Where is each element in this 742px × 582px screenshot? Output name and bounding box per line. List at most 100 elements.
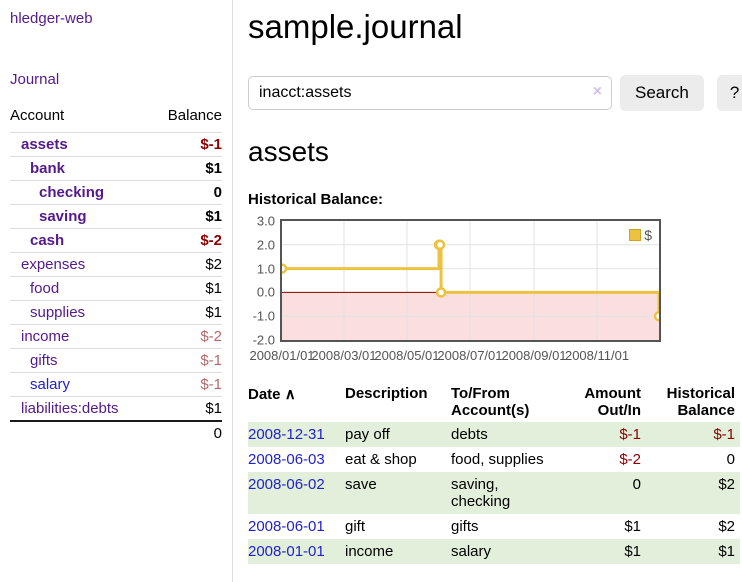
app-title-link[interactable]: hledger-web (10, 10, 93, 27)
sidebar: hledger-web Journal Account Balance asse… (0, 0, 233, 582)
chart-title: Historical Balance: (248, 191, 384, 208)
transaction-balance: $-1 (713, 426, 735, 443)
transaction-amount: 0 (632, 476, 641, 493)
transaction-amount: $-1 (619, 426, 641, 443)
chart-plot-area: $ (280, 219, 661, 342)
transaction-amount: $1 (624, 518, 641, 535)
date-link[interactable]: 2008-06-01 (248, 518, 325, 535)
historical-balance-chart: $ 3.0 2.0 1.0 0.0 -1.0 -2.0 2008/01/01 2008/03/… (248, 215, 688, 367)
account-link-income[interactable]: income (21, 328, 70, 345)
main-content: sample.journal × Search ? assets Histori… (233, 0, 742, 582)
register-row: 2008-06-02 save saving, checking 0 $2 (248, 472, 740, 514)
transaction-description: gift (345, 518, 366, 535)
transaction-balance: $2 (718, 476, 735, 493)
account-row: saving $1 (10, 204, 222, 229)
account-row: liabilities:debts $1 (10, 396, 222, 421)
transaction-date-link[interactable]: 2008-01-01 (248, 539, 345, 564)
sort-ascending-icon: ∧ (284, 386, 296, 403)
transaction-amount: $-2 (619, 451, 641, 468)
account-link-bank[interactable]: bank (30, 160, 66, 177)
account-link-food[interactable]: food (30, 280, 60, 297)
account-row: income $-2 (10, 324, 222, 349)
search-button[interactable]: Search (620, 75, 704, 111)
register-header-date[interactable]: Date ∧ (248, 386, 296, 403)
y-axis-tick-label: 2.0 (256, 237, 275, 253)
register-header-description: Description (345, 385, 428, 402)
transaction-accounts: saving, checking (451, 476, 511, 510)
x-axis-tick-label: 2008/07/01 (437, 348, 503, 363)
account-link-supplies[interactable]: supplies (30, 304, 86, 321)
clear-search-icon[interactable]: × (592, 83, 602, 100)
transaction-accounts: food, supplies (451, 451, 544, 468)
account-row: assets $-1 (10, 132, 222, 157)
account-link-checking[interactable]: checking (39, 184, 105, 201)
date-link[interactable]: 2008-01-01 (248, 543, 325, 560)
chart-legend: $ (627, 226, 654, 244)
account-balance: $1 (151, 300, 222, 325)
register-row: 2008-12-31 pay off debts $-1 $-1 (248, 422, 740, 447)
y-axis-tick-label: -1.0 (252, 308, 275, 324)
help-button[interactable]: ? (716, 75, 742, 111)
transaction-accounts: gifts (451, 518, 479, 535)
account-link-liabilities-debts[interactable]: liabilities:debts (21, 400, 119, 417)
account-balance: $1 (151, 156, 222, 181)
account-link-assets[interactable]: assets (21, 136, 68, 153)
account-balance: $2 (151, 252, 222, 277)
x-axis-tick-label: 2008/03/01 (311, 348, 377, 363)
legend-swatch-icon (629, 229, 642, 241)
register-row: 2008-06-01 gift gifts $1 $2 (248, 514, 740, 539)
account-row: food $1 (10, 276, 222, 301)
x-axis-tick-label: 2008/01/01 (249, 348, 315, 363)
search-row: × Search ? (248, 75, 742, 111)
transaction-description: income (345, 543, 394, 560)
account-balance: $-1 (151, 348, 222, 373)
transaction-description: save (345, 476, 377, 493)
account-rows: assets $-1 bank $1 checking 0 saving $1 cash $-2 e… (10, 132, 222, 421)
register-table: Date ∧ Description To/From Account(s) Am… (248, 382, 740, 564)
transaction-description: pay off (345, 426, 390, 443)
transaction-balance: 0 (726, 451, 735, 468)
date-link[interactable]: 2008-06-02 (248, 476, 325, 493)
account-balance: $1 (151, 396, 222, 421)
transaction-date-link[interactable]: 2008-06-01 (248, 514, 345, 539)
account-balance: $1 (151, 204, 222, 229)
account-balance: $-2 (151, 228, 222, 253)
register-header-amount: Amount Out/In (584, 385, 641, 419)
account-link-expenses[interactable]: expenses (21, 256, 86, 273)
sidebar-item-journal[interactable]: Journal (10, 71, 60, 88)
account-balance: $1 (151, 276, 222, 301)
account-balance: $-1 (151, 372, 222, 397)
account-row: bank $1 (10, 156, 222, 181)
account-link-gifts[interactable]: gifts (30, 352, 58, 369)
account-link-salary[interactable]: salary (30, 376, 71, 393)
account-row: supplies $1 (10, 300, 222, 325)
register-row: 2008-01-01 income salary $1 $1 (248, 539, 740, 564)
date-link[interactable]: 2008-06-03 (248, 451, 325, 468)
page-title: sample.journal (248, 8, 463, 45)
transaction-accounts: debts (451, 426, 488, 443)
y-axis-tick-label: 3.0 (256, 213, 275, 229)
register-row: 2008-06-03 eat & shop food, supplies $-2 0 (248, 447, 740, 472)
account-heading: assets (248, 136, 329, 167)
y-axis-tick-label: 0.0 (256, 284, 275, 300)
transaction-date-link[interactable]: 2008-06-03 (248, 447, 345, 472)
transaction-date-link[interactable]: 2008-12-31 (248, 422, 345, 447)
account-link-cash[interactable]: cash (30, 232, 65, 249)
transaction-description: eat & shop (345, 451, 417, 468)
transaction-date-link[interactable]: 2008-06-02 (248, 472, 345, 514)
accounts-total: 0 (151, 420, 222, 445)
account-link-saving[interactable]: saving (39, 208, 87, 225)
accounts-header-balance: Balance (167, 107, 222, 124)
transaction-accounts: salary (451, 543, 492, 560)
search-input[interactable] (248, 76, 612, 110)
x-axis-tick-label: 2008/09/01 (501, 348, 567, 363)
transaction-balance: $2 (718, 518, 735, 535)
register-rows: 2008-12-31 pay off debts $-1 $-1 2008-06-03 ea… (248, 422, 740, 564)
register-header-balance: Historical Balance (666, 385, 735, 419)
account-row: gifts $-1 (10, 348, 222, 373)
account-row: checking 0 (10, 180, 222, 205)
transaction-balance: $1 (718, 543, 735, 560)
date-link[interactable]: 2008-12-31 (248, 426, 325, 443)
register-header-accounts: To/From Account(s) (451, 385, 530, 419)
